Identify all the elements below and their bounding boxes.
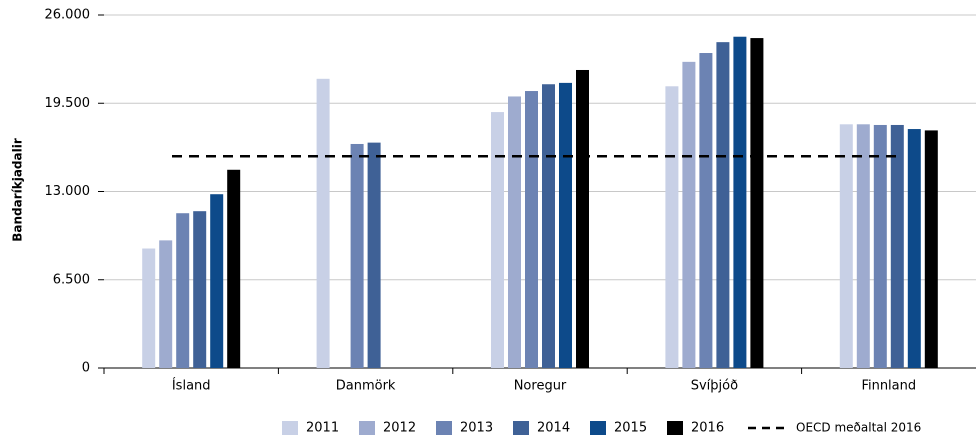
x-tick-label: Finnland: [861, 379, 916, 394]
x-tick-label: Noregur: [514, 379, 567, 394]
x-tick-label: Svíþjóð: [691, 379, 738, 394]
bar: [368, 143, 381, 368]
bar: [576, 70, 589, 368]
legend-swatch: [590, 421, 606, 435]
bar: [908, 129, 921, 368]
bar: [210, 194, 223, 368]
bar: [525, 91, 538, 368]
bar: [542, 84, 555, 368]
bar: [874, 125, 887, 368]
bar: [508, 96, 521, 368]
legend-label: OECD meðaltal 2016: [796, 421, 921, 435]
y-tick-label: 6.500: [53, 272, 90, 287]
legend-label: 2013: [460, 421, 493, 435]
legend-label: 2014: [537, 421, 570, 435]
bar: [559, 83, 572, 368]
bar: [925, 130, 938, 368]
bar: [317, 79, 330, 368]
bar: [491, 112, 504, 368]
legend-swatch: [436, 421, 452, 435]
legend-label: 2012: [383, 421, 416, 435]
legend-swatch: [282, 421, 298, 435]
bar: [142, 249, 155, 368]
x-tick-label: Ísland: [172, 378, 211, 394]
legend-label: 2016: [691, 421, 724, 435]
bar: [840, 124, 853, 368]
bar: [176, 213, 189, 368]
y-tick-label: 0: [82, 361, 90, 376]
chart: Bandaríkjadalir 0 6.500 13.000 19.500 26.000…: [0, 0, 976, 435]
legend-label: 2011: [306, 421, 339, 435]
bar: [716, 42, 729, 368]
bar: [682, 62, 695, 368]
bar: [159, 240, 172, 368]
bar: [351, 144, 364, 368]
bar: [733, 37, 746, 368]
x-tick-label: Danmörk: [336, 379, 396, 394]
bar: [857, 124, 870, 368]
legend-swatch: [359, 421, 375, 435]
y-tick-label: 26.000: [45, 8, 91, 23]
y-tick-label: 19.500: [45, 96, 91, 111]
legend-swatch: [513, 421, 529, 435]
legend-label: 2015: [614, 421, 647, 435]
legend-swatch: [667, 421, 683, 435]
y-axis-label: Bandaríkjadalir: [11, 138, 25, 242]
bar: [750, 38, 763, 368]
bar: [891, 125, 904, 368]
bar: [699, 53, 712, 368]
y-tick-label: 13.000: [45, 184, 91, 199]
bar: [665, 86, 678, 368]
bar: [193, 211, 206, 368]
bar: [227, 170, 240, 368]
